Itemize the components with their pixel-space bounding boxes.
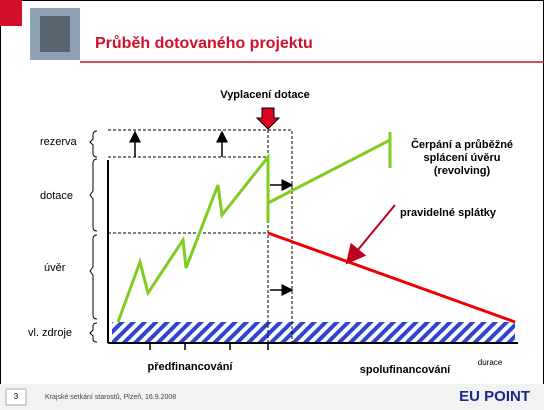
phase-label: spolufinancování bbox=[360, 364, 451, 376]
revolving-label: splácení úvěru bbox=[423, 152, 500, 164]
level-label: úvěr bbox=[44, 262, 66, 274]
repayment-label: pravidelné splátky bbox=[400, 207, 497, 219]
page-number: 3 bbox=[14, 392, 19, 401]
event-label: Vyplacení dotace bbox=[220, 89, 309, 101]
x-axis-label: durace bbox=[478, 358, 503, 367]
logo: EU POINT bbox=[459, 388, 530, 405]
revolving-label: Čerpání a průběžné bbox=[411, 138, 513, 151]
revolving-label: (revolving) bbox=[434, 165, 491, 177]
footer-text: Krajské setkání starostů, Plzeň, 16.9.20… bbox=[45, 393, 176, 401]
phase-label: předfinancování bbox=[148, 361, 234, 373]
corner-block bbox=[0, 0, 22, 26]
photo-building bbox=[40, 16, 70, 52]
slide: Průběh dotovaného projektu Vyplacení dot… bbox=[0, 0, 544, 410]
slide-title: Průběh dotovaného projektu bbox=[95, 35, 313, 52]
level-label: dotace bbox=[40, 190, 73, 202]
own-funds-band bbox=[112, 322, 515, 343]
level-label: vl. zdroje bbox=[28, 327, 72, 339]
level-label: rezerva bbox=[40, 136, 78, 148]
